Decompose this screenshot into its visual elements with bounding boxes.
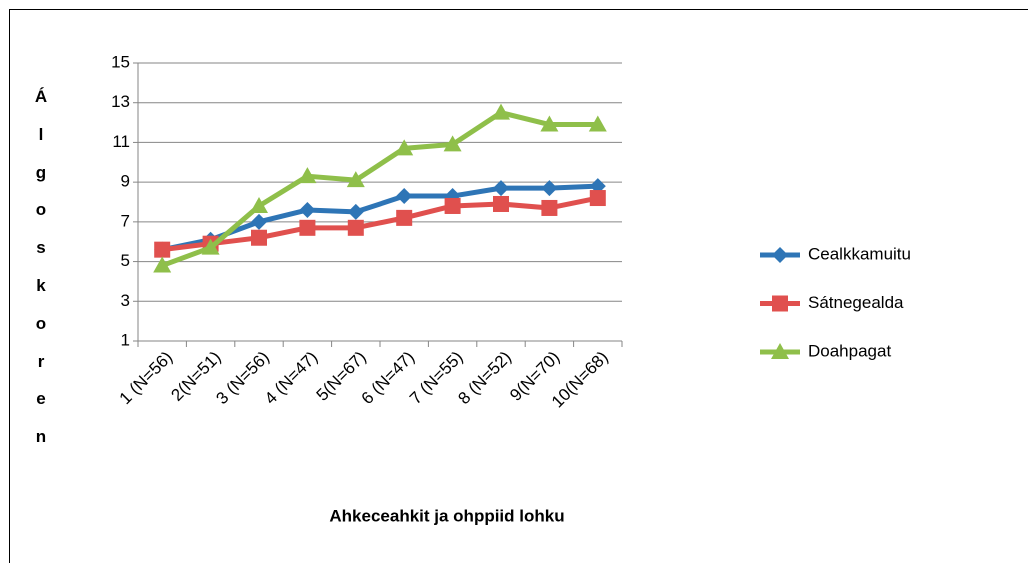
y-tick-label: 13 — [111, 92, 130, 111]
marker — [492, 103, 510, 120]
marker — [541, 199, 558, 216]
y-tick-label: 3 — [121, 291, 130, 310]
marker — [541, 180, 558, 197]
marker — [154, 241, 171, 258]
marker — [396, 209, 413, 226]
y-tick-label: 15 — [111, 52, 130, 71]
marker — [153, 256, 172, 273]
series-line — [161, 110, 598, 268]
marker — [540, 115, 559, 132]
y-tick-label: 11 — [112, 132, 130, 151]
marker — [589, 190, 606, 207]
x-axis-title: Ahkeceahkit ja ohppiid lohku — [329, 506, 564, 525]
marker — [444, 197, 461, 214]
marker — [772, 247, 788, 263]
marker — [298, 167, 317, 184]
x-tick-label: 4 (N=47) — [261, 348, 322, 409]
marker — [493, 180, 509, 197]
legend-label: Cealkkamuitu — [808, 244, 911, 263]
marker — [347, 203, 364, 220]
marker — [347, 219, 364, 236]
marker — [588, 115, 607, 132]
y-tick-label: 9 — [121, 172, 130, 191]
marker — [299, 219, 316, 236]
series-line — [161, 195, 599, 253]
marker — [443, 135, 462, 152]
marker — [771, 343, 789, 359]
marker — [772, 295, 788, 312]
marker — [251, 229, 267, 246]
marker — [493, 195, 509, 212]
marker — [395, 139, 414, 156]
x-tick-label: 1 (N=56) — [116, 348, 177, 409]
marker — [251, 213, 267, 230]
chart-frame — [9, 9, 1028, 563]
marker — [396, 188, 413, 205]
legend-label: Sátnegealda — [808, 293, 904, 312]
marker — [346, 171, 365, 188]
marker — [250, 196, 268, 213]
y-tick-label: 7 — [121, 211, 130, 230]
series-line — [161, 183, 598, 253]
y-tick-label: 1 — [121, 330, 130, 349]
x-tick-label: 8 (N=52) — [454, 348, 515, 409]
y-axis-title: Álgoskoren — [34, 87, 48, 447]
marker — [299, 201, 316, 218]
y-tick-label: 5 — [121, 251, 130, 270]
marker — [201, 238, 220, 255]
legend-label: Doahpagat — [808, 341, 891, 360]
